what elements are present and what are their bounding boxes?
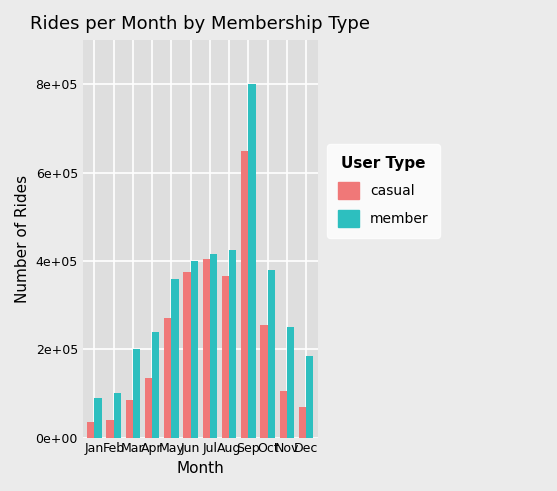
Bar bbox=[183, 272, 190, 437]
Bar bbox=[190, 261, 198, 437]
Bar bbox=[287, 327, 294, 437]
Bar bbox=[222, 276, 229, 437]
Bar bbox=[306, 356, 314, 437]
Bar bbox=[280, 391, 287, 437]
Y-axis label: Number of Rides: Number of Rides bbox=[15, 175, 30, 303]
Bar bbox=[106, 420, 114, 437]
Bar bbox=[125, 400, 133, 437]
Bar bbox=[260, 325, 267, 437]
X-axis label: Month: Month bbox=[177, 461, 224, 476]
Bar bbox=[114, 393, 121, 437]
Bar bbox=[94, 398, 102, 437]
Bar bbox=[229, 250, 236, 437]
Bar bbox=[145, 378, 152, 437]
Title: Rides per Month by Membership Type: Rides per Month by Membership Type bbox=[30, 15, 370, 33]
Bar bbox=[133, 349, 140, 437]
Bar bbox=[203, 259, 210, 437]
Bar bbox=[152, 331, 159, 437]
Bar bbox=[164, 318, 172, 437]
Legend: casual, member: casual, member bbox=[327, 144, 440, 238]
Bar bbox=[267, 270, 275, 437]
Bar bbox=[87, 422, 94, 437]
Bar bbox=[210, 254, 217, 437]
Bar bbox=[248, 84, 256, 437]
Bar bbox=[172, 278, 179, 437]
Bar bbox=[299, 407, 306, 437]
Bar bbox=[241, 151, 248, 437]
